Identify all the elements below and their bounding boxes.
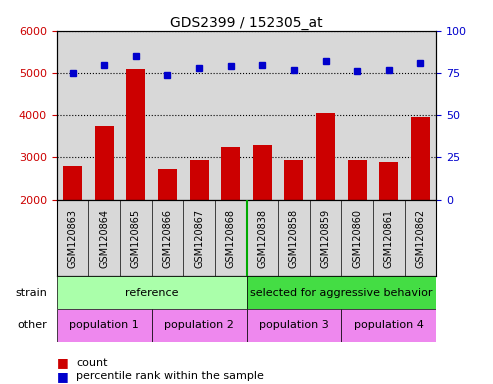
Text: strain: strain <box>15 288 47 298</box>
Text: percentile rank within the sample: percentile rank within the sample <box>76 371 264 381</box>
Text: ■: ■ <box>57 356 69 369</box>
Text: reference: reference <box>125 288 178 298</box>
Bar <box>348 160 367 200</box>
Bar <box>221 147 240 200</box>
Text: selected for aggressive behavior: selected for aggressive behavior <box>250 288 433 298</box>
Text: GSM120868: GSM120868 <box>226 209 236 268</box>
Text: GSM120858: GSM120858 <box>289 209 299 268</box>
Bar <box>95 126 113 200</box>
Text: GSM120863: GSM120863 <box>68 209 77 268</box>
Text: GSM120861: GSM120861 <box>384 209 394 268</box>
Text: population 4: population 4 <box>354 320 424 331</box>
Text: population 1: population 1 <box>70 320 139 331</box>
Text: GSM120867: GSM120867 <box>194 209 204 268</box>
Text: count: count <box>76 358 108 368</box>
Bar <box>316 113 335 200</box>
Text: other: other <box>17 320 47 331</box>
Bar <box>284 160 304 200</box>
Text: GSM120866: GSM120866 <box>162 209 173 268</box>
Bar <box>57 309 152 342</box>
Text: GSM120862: GSM120862 <box>416 209 425 268</box>
Text: population 3: population 3 <box>259 320 329 331</box>
Bar <box>380 162 398 200</box>
Text: GSM120838: GSM120838 <box>257 209 267 268</box>
Text: GSM120859: GSM120859 <box>320 209 331 268</box>
Bar <box>253 145 272 200</box>
Text: GSM120860: GSM120860 <box>352 209 362 268</box>
Bar <box>246 276 436 309</box>
Bar <box>63 166 82 200</box>
Bar <box>57 276 246 309</box>
Title: GDS2399 / 152305_at: GDS2399 / 152305_at <box>170 16 323 30</box>
Bar <box>158 169 177 200</box>
Text: ■: ■ <box>57 370 69 383</box>
Text: GSM120864: GSM120864 <box>99 209 109 268</box>
Bar <box>411 118 430 200</box>
Bar <box>246 309 341 342</box>
Bar <box>189 160 209 200</box>
Text: GSM120865: GSM120865 <box>131 209 141 268</box>
Bar <box>341 309 436 342</box>
Bar <box>126 69 145 200</box>
Bar <box>152 309 246 342</box>
Text: population 2: population 2 <box>164 320 234 331</box>
